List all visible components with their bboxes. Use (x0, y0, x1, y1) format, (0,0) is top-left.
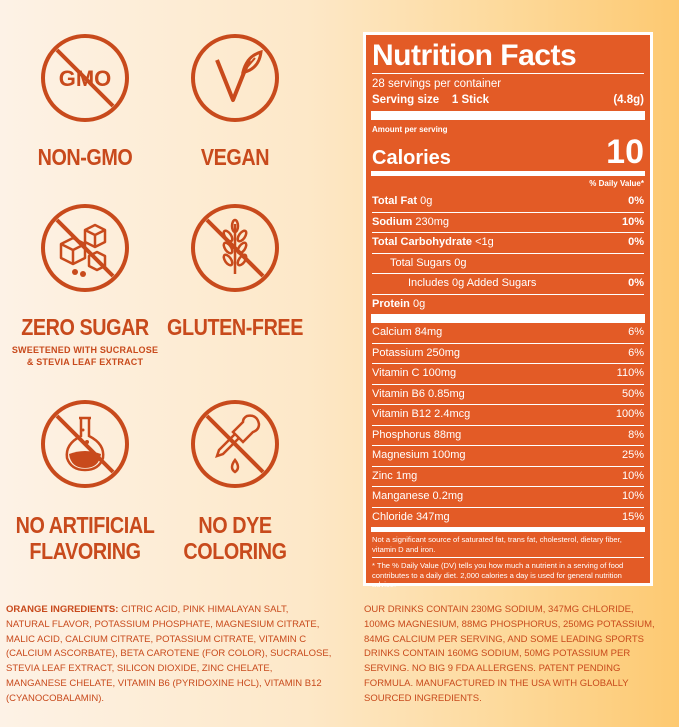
claim-title: NON-GMO (37, 144, 133, 170)
vitamin-mineral-row: Potassium 250mg 6% (372, 342, 644, 364)
nutrient-dv: 10% (621, 490, 644, 502)
nutrient-row: Sodium 230mg 10% (372, 211, 644, 233)
ingredients-text: CITRIC ACID, PINK HIMALAYAN SALT, NATURA… (6, 604, 332, 704)
claim-title: GLUTEN-FREE (167, 314, 303, 340)
nutrient-name: Protein (372, 297, 410, 310)
nutrient-name: Zinc 1mg (372, 469, 418, 482)
nutrient-name: Manganese 0.2mg (372, 490, 464, 502)
nutrient-dv: 15% (621, 510, 644, 523)
nutrient-row: Total Sugars 0g (372, 252, 644, 274)
nutrient-amount: 230mg (415, 215, 450, 228)
flask-crossed-icon (41, 400, 129, 488)
nutrient-dv: 100% (615, 408, 644, 420)
nutrient-dv: 8% (628, 428, 644, 441)
vitamin-mineral-row: Vitamin C 100mg 110% (372, 363, 644, 384)
serving-size-label: Serving size (372, 94, 440, 106)
vitamin-mineral-row: Chloride 347mg 15% (372, 506, 644, 528)
vitamin-mineral-row: Vitamin B6 0.85mg 50% (372, 383, 644, 405)
wheat-crossed-icon (191, 204, 279, 292)
vitamin-mineral-row: Calcium 84mg 6% (372, 323, 644, 343)
divider-medium (371, 527, 645, 532)
divider-medium (371, 171, 645, 176)
nutrient-name: Vitamin B6 0.85mg (372, 387, 465, 400)
claim-no-artificial-flavoring: NO ARTIFICIAL FLAVORING (0, 400, 170, 564)
claim-title: VEGAN (200, 144, 270, 170)
nutrient-row: Total Carbohydrate <1g 0% (372, 232, 644, 253)
macro-nutrient-list: Total Fat 0g 0% Sodium 230mg 10% Total Carbo… (372, 192, 644, 314)
sugar-cubes-crossed-icon (41, 204, 129, 292)
nutrient-name: Vitamin B12 2.4mcg (372, 408, 471, 420)
claim-gluten-free: GLUTEN-FREE (150, 204, 320, 340)
dropper-crossed-icon (191, 400, 279, 488)
serving-size-value: 1 Stick (451, 94, 489, 106)
serving-size-weight: (4.8g) (613, 94, 644, 106)
claim-title: NO DYE (198, 512, 272, 538)
footnote-not-significant: Not a significant source of saturated fa… (372, 535, 622, 554)
nutrient-dv: 0% (628, 236, 644, 248)
nutrient-row: Total Fat 0g 0% (372, 192, 644, 212)
nutrient-name: Vitamin C 100mg (372, 367, 457, 379)
claim-no-dye-coloring: NO DYE COLORING (150, 400, 320, 564)
vitamin-mineral-row: Zinc 1mg 10% (372, 465, 644, 487)
amount-per-serving: Amount per serving (372, 125, 448, 134)
nutrition-facts-panel: Nutrition Facts 28 servings per containe… (363, 32, 653, 589)
nutrient-name: Magnesium 100mg (372, 449, 466, 461)
nutrient-dv: 6% (628, 326, 644, 338)
serving-size-row: Serving size 1 Stick (4.8g) (372, 92, 644, 108)
nutrient-row: Includes 0g Added Sugars 0% (372, 273, 644, 294)
nutrient-amount: <1g (475, 236, 494, 248)
nutrient-name: Calcium 84mg (372, 326, 443, 338)
claim-zero-sugar: ZERO SUGAR SWEETENED WITH SUCRALOSE & ST… (0, 204, 170, 368)
nutrient-dv: 0% (628, 195, 644, 207)
nutrient-dv: 50% (621, 387, 644, 400)
nutrient-name: Potassium 250mg (372, 346, 461, 359)
divider (372, 73, 644, 74)
divider-thick (371, 314, 645, 323)
nutrient-dv: 10% (621, 215, 644, 228)
dv-header: % Daily Value* (589, 179, 644, 188)
nutrient-name: Total Carbohydrate (372, 236, 473, 248)
calories-value: 10 (606, 133, 644, 171)
micro-nutrient-list: Calcium 84mg 6% Potassium 250mg 6% Vitamin C… (372, 323, 644, 527)
nutrient-dv: 10% (621, 469, 644, 482)
claim-subtitle: SWEETENED WITH SUCRALOSE (11, 345, 159, 355)
nutrient-row: Protein 0g (372, 293, 644, 315)
claim-subtitle: & STEVIA LEAF EXTRACT (26, 357, 144, 367)
nutrient-name: Phosphorus 88mg (372, 428, 462, 441)
nutrient-dv: 6% (628, 346, 644, 359)
nutrient-dv: 25% (621, 449, 644, 461)
gmo-crossed-icon: GMO (41, 34, 129, 122)
vitamin-mineral-row: Phosphorus 88mg 8% (372, 424, 644, 446)
claim-title: COLORING (183, 538, 287, 564)
claim-title: FLAVORING (29, 538, 141, 564)
divider-thick (371, 111, 645, 120)
nutrient-amount: 0g (420, 195, 433, 207)
nutrition-title: Nutrition Facts (372, 39, 577, 72)
nutrient-amount: 0g (412, 297, 426, 310)
vegan-v-leaf-icon (191, 34, 279, 122)
nutrient-dv: 0% (628, 277, 644, 289)
formula-claims-text: OUR DRINKS CONTAIN 230MG SODIUM, 347MG C… (364, 604, 655, 704)
nutrient-dv: 110% (616, 367, 644, 379)
nutrient-name: Sodium (372, 215, 413, 228)
claims-grid: GMO NON-GMO VEGAN (0, 0, 340, 600)
nutrient-name: Chloride 347mg (372, 510, 450, 523)
nutrient-name: Total Sugars 0g (390, 256, 467, 269)
nutrient-name: Total Fat (372, 195, 418, 207)
servings-per-container: 28 servings per container (372, 78, 502, 90)
ingredients-block: ORANGE INGREDIENTS: CITRIC ACID, PINK HI… (6, 603, 334, 707)
vitamin-mineral-row: Magnesium 100mg 25% (372, 445, 644, 466)
claim-title: NO ARTIFICIAL (15, 512, 155, 538)
vitamin-mineral-row: Manganese 0.2mg 10% (372, 486, 644, 507)
claim-vegan: VEGAN (150, 34, 320, 170)
footnote-daily-value: * The % Daily Value (DV) tells you how m… (372, 561, 624, 590)
claim-title: ZERO SUGAR (21, 314, 149, 340)
vitamin-mineral-row: Vitamin B12 2.4mcg 100% (372, 404, 644, 425)
nutrient-name: Includes 0g Added Sugars (408, 277, 537, 289)
claim-non-gmo: GMO NON-GMO (0, 34, 170, 170)
calories-label: Calories (372, 147, 451, 169)
divider (372, 557, 644, 559)
calories-row: Calories 10 (372, 135, 644, 169)
ingredients-label: ORANGE INGREDIENTS: (6, 604, 119, 615)
